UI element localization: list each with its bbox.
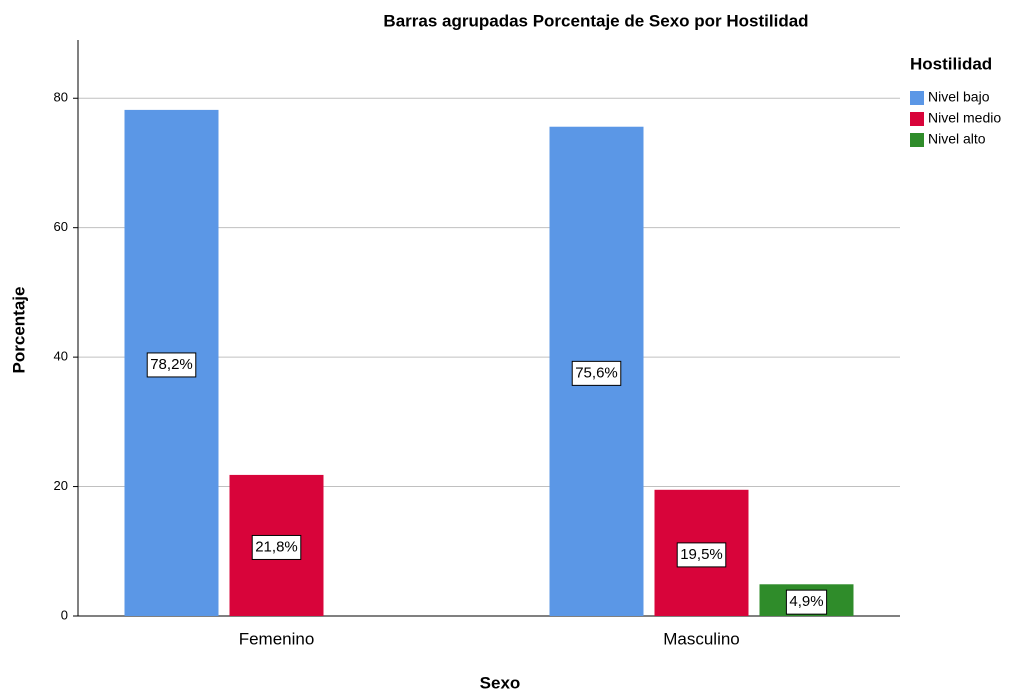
value-label: 19,5% — [680, 546, 723, 563]
value-label-box — [146, 352, 197, 378]
legend-swatch — [910, 112, 924, 126]
chart-title: Barras agrupadas Porcentaje de Sexo por … — [383, 11, 808, 30]
value-label: 21,8% — [255, 538, 298, 555]
y-tick-label: 80 — [54, 90, 68, 105]
value-label: 78,2% — [150, 356, 193, 373]
x-axis-title: Sexo — [480, 673, 521, 692]
value-label: 75,6% — [575, 364, 618, 381]
value-label-box — [676, 542, 727, 568]
legend-label: Nivel alto — [928, 131, 986, 147]
legend-title: Hostilidad — [910, 54, 992, 73]
y-axis-title: Porcentaje — [9, 287, 28, 374]
legend-swatch — [910, 133, 924, 147]
y-tick-label: 60 — [54, 219, 68, 234]
value-label-box — [251, 534, 302, 560]
x-tick-label: Femenino — [239, 629, 315, 648]
y-tick-label: 40 — [54, 349, 68, 364]
legend-swatch — [910, 91, 924, 105]
legend-label: Nivel medio — [928, 110, 1001, 126]
value-label: 4,9% — [789, 593, 823, 610]
legend-label: Nivel bajo — [928, 89, 990, 105]
value-label-box — [571, 360, 622, 386]
y-tick-label: 0 — [61, 607, 68, 622]
y-tick-label: 20 — [54, 478, 68, 493]
value-label-box — [785, 589, 828, 615]
x-tick-label: Masculino — [663, 629, 740, 648]
